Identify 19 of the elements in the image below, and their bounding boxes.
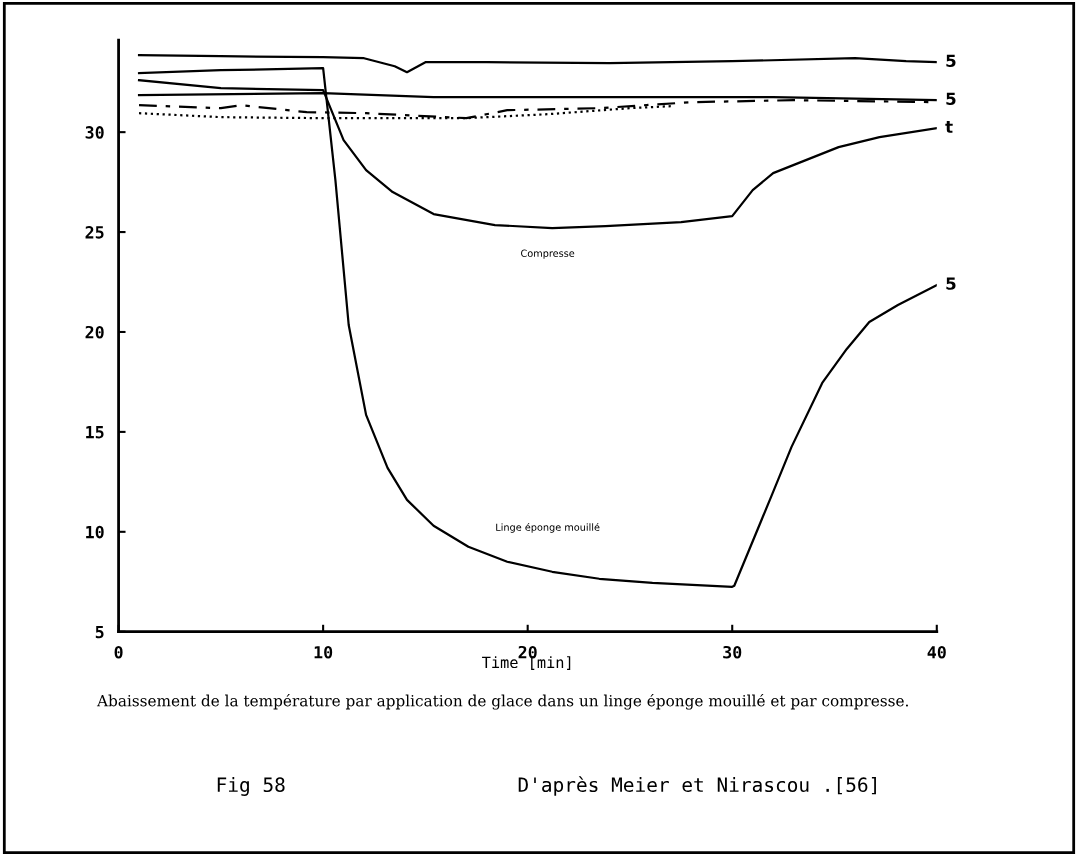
y-tick-label: 30 bbox=[85, 126, 104, 139]
series-label: 5 bbox=[946, 92, 956, 106]
annotation: Compresse bbox=[521, 249, 575, 259]
x-tick-label: 40 bbox=[927, 645, 946, 659]
y-tick-label: 10 bbox=[86, 525, 104, 539]
y-tick-label: 15 bbox=[86, 426, 104, 439]
series-label: 5 bbox=[946, 277, 956, 290]
series-label: 5 bbox=[946, 54, 956, 68]
x-tick-label: 30 bbox=[723, 645, 742, 659]
text: D'après Meier et Nirascou .[56] bbox=[518, 776, 876, 796]
y-tick-label: 20 bbox=[85, 325, 104, 339]
y-tick-label: 5 bbox=[95, 625, 104, 639]
y-tick-label: 25 bbox=[85, 226, 104, 239]
annotation: Linge éponge mouillé bbox=[496, 522, 600, 533]
series-label: t bbox=[945, 121, 953, 133]
x-tick-label: 0 bbox=[114, 645, 123, 659]
caption: Fig 58 bbox=[217, 777, 285, 796]
x-tick-label: 10 bbox=[314, 645, 333, 659]
text: Abaissement de la température par application de glace dans un linge éponge mouillé et par compresse. bbox=[96, 693, 908, 710]
